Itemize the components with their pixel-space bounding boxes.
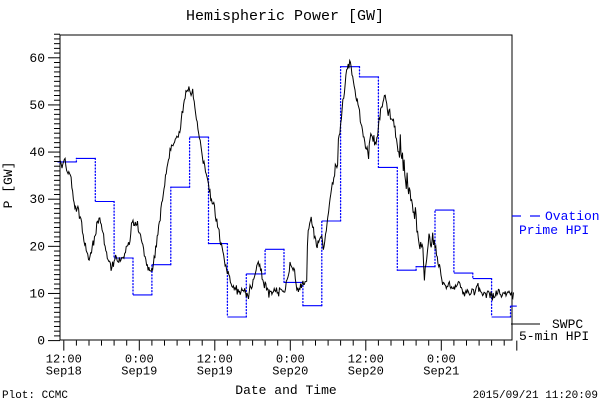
svg-text:Date and Time: Date and Time: [235, 383, 336, 398]
svg-text:Sep21: Sep21: [423, 365, 459, 379]
svg-text:Plot: CCMC: Plot: CCMC: [2, 390, 68, 400]
svg-text:Hemispheric Power [GW]: Hemispheric Power [GW]: [186, 8, 384, 25]
svg-text:P [GW]: P [GW]: [1, 162, 16, 209]
svg-text:Sep19: Sep19: [121, 365, 157, 379]
svg-text:Sep18: Sep18: [46, 365, 82, 379]
svg-text:20: 20: [29, 239, 45, 254]
svg-text:30: 30: [29, 192, 45, 207]
svg-text:0: 0: [37, 334, 45, 349]
svg-text:Prime HPI: Prime HPI: [519, 223, 589, 238]
svg-text:40: 40: [29, 145, 45, 160]
svg-text:Sep19: Sep19: [197, 365, 233, 379]
svg-text:10: 10: [29, 286, 45, 301]
svg-text:50: 50: [29, 98, 45, 113]
svg-text:Sep20: Sep20: [348, 365, 384, 379]
svg-text:Ovation: Ovation: [545, 209, 600, 224]
svg-text:Sep20: Sep20: [272, 365, 308, 379]
svg-text:2015/09/21 11:20:09: 2015/09/21 11:20:09: [473, 390, 598, 400]
svg-text:5-min HPI: 5-min HPI: [519, 329, 589, 344]
svg-text:60: 60: [29, 51, 45, 66]
